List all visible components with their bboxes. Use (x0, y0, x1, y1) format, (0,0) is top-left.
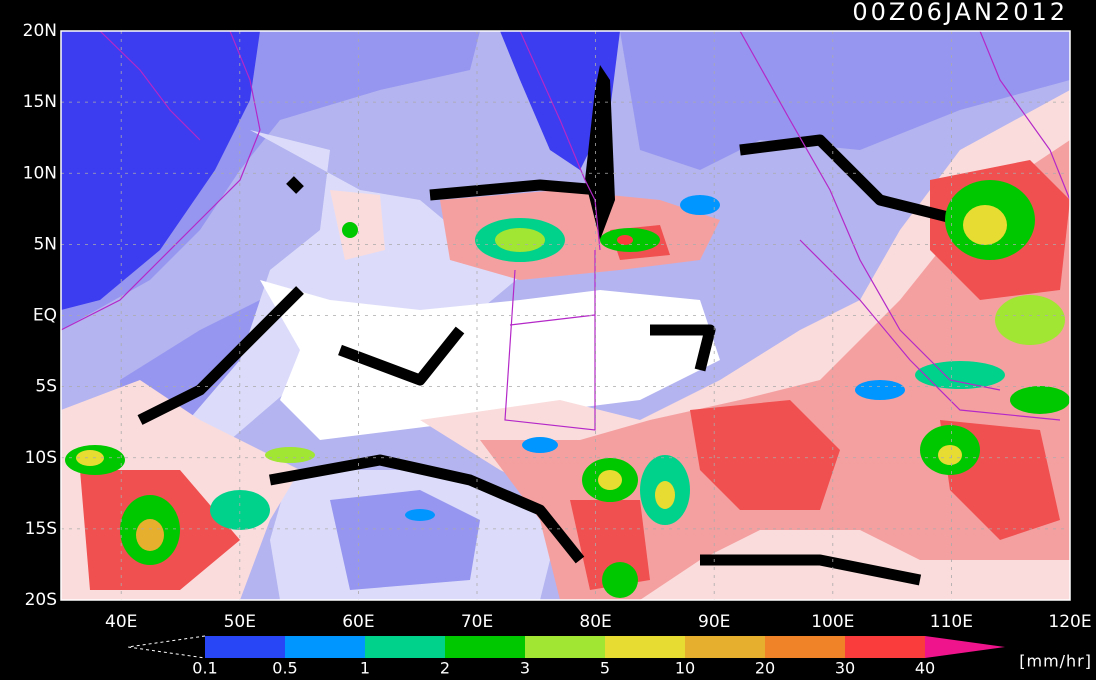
lat-label: 20S (25, 590, 57, 610)
colorbar-label: 3 (520, 659, 530, 678)
colorbar-label: 10 (675, 659, 695, 678)
colorbar-box (845, 636, 925, 658)
map-frame (60, 30, 1071, 601)
colorbar-label: 5 (600, 659, 610, 678)
colorbar-label: 20 (755, 659, 775, 678)
colorbar-box (765, 636, 845, 658)
lat-label: 10S (25, 448, 57, 468)
colorbar-label: 0.1 (192, 659, 217, 678)
colorbar: 0.1 0.5 1 2 3 5 10 20 30 40 [mm/hr] (127, 635, 1092, 678)
lon-label: 50E (224, 612, 256, 632)
colorbar-box (445, 636, 525, 658)
colorbar-box (205, 636, 285, 658)
lon-label: 80E (579, 612, 611, 632)
lat-label: EQ (33, 306, 57, 326)
colorbar-box (525, 636, 605, 658)
map-title: 00Z06JAN2012 (852, 0, 1068, 26)
precipitation-field (61, 31, 1070, 600)
colorbar-box (685, 636, 765, 658)
lon-label: 60E (342, 612, 374, 632)
lat-label: 15S (25, 519, 57, 539)
lat-label: 20N (23, 21, 57, 41)
lon-label: 40E (105, 612, 137, 632)
colorbar-unit: [mm/hr] (1019, 652, 1092, 671)
lon-label: 120E (1048, 612, 1091, 632)
colorbar-box (605, 636, 685, 658)
lat-label: 10N (23, 163, 57, 183)
axis-labels: 20N 15N 10N 5N EQ 5S 10S 15S 20S 40E 50E 60E 70E 80E 9… (23, 21, 1092, 632)
colorbar-underflow (127, 635, 206, 659)
colorbar-label: 2 (440, 659, 450, 678)
lat-label: 5S (35, 377, 57, 397)
colorbar-label: 40 (915, 659, 935, 678)
colorbar-overflow (925, 636, 1005, 658)
lon-label: 90E (698, 612, 730, 632)
colorbar-label: 1 (360, 659, 370, 678)
colorbar-box (365, 636, 445, 658)
convective-cells (65, 180, 1070, 598)
lon-label: 70E (461, 612, 493, 632)
lat-label: 5N (33, 234, 57, 254)
graticule (61, 31, 1070, 600)
colorbar-box (285, 636, 365, 658)
lon-label: 110E (930, 612, 973, 632)
colorbar-label: 0.5 (272, 659, 297, 678)
lon-label: 100E (811, 612, 854, 632)
lat-label: 15N (23, 92, 57, 112)
colorbar-label: 30 (835, 659, 855, 678)
